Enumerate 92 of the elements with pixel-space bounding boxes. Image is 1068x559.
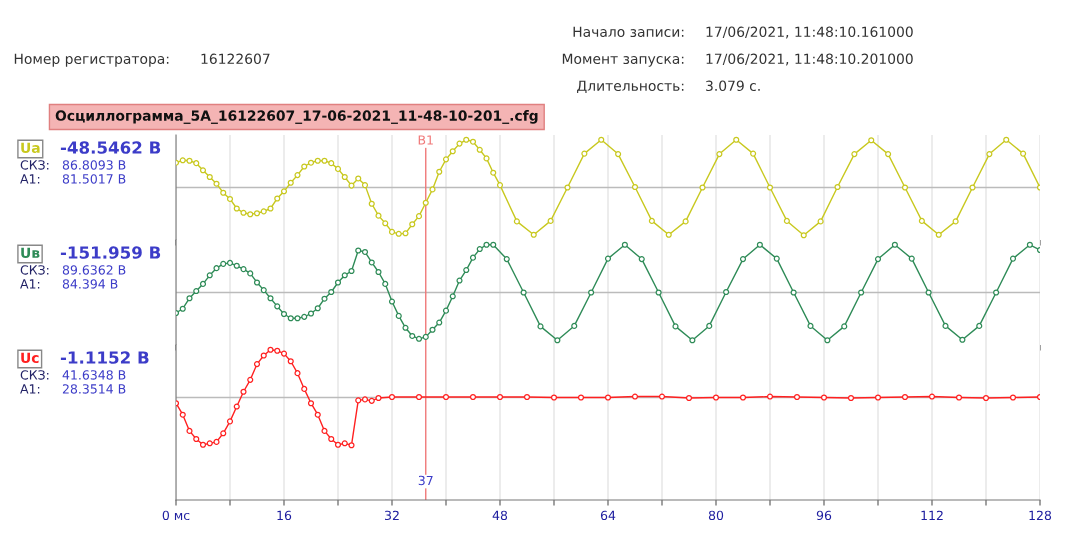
point	[314, 411, 321, 418]
text: -1.1152 В	[60, 351, 149, 364]
point	[658, 393, 666, 400]
point	[685, 394, 693, 402]
point	[496, 393, 504, 401]
point	[928, 393, 936, 400]
text: Осциллограмма_5А_16122607_17-06-2021_11-48-10-201_.cfg	[55, 110, 538, 124]
text: Ua	[21, 142, 40, 154]
ref-line-label: 37	[418, 475, 433, 486]
text: Uв	[21, 247, 40, 259]
x-tick-label: 32	[385, 510, 399, 521]
point	[577, 394, 585, 401]
point	[1009, 394, 1017, 401]
text: 17/06/2021, 11:48:10.161000	[706, 26, 913, 39]
point	[442, 393, 450, 401]
point	[415, 393, 423, 401]
point	[982, 394, 990, 402]
text: СКЗ:	[20, 370, 49, 380]
ref-line-label: В1	[418, 135, 433, 145]
point	[240, 388, 247, 395]
point	[213, 438, 220, 445]
point	[253, 361, 261, 368]
point	[294, 370, 301, 377]
point	[206, 440, 213, 447]
x-tick-label: 16	[277, 510, 292, 521]
text: -151.959 В	[60, 246, 161, 259]
text: 81.5017 В	[62, 174, 126, 184]
point	[341, 440, 348, 447]
point	[260, 352, 267, 359]
text: 86.8093 В	[62, 160, 126, 170]
text: 28.3514 В	[62, 384, 126, 394]
x-tick-label: 96	[816, 510, 832, 521]
text: Начало записи:	[573, 26, 684, 38]
point	[368, 397, 375, 404]
point	[280, 350, 288, 357]
x-tick-label: 128	[1029, 510, 1052, 521]
point	[375, 394, 382, 402]
point	[712, 394, 720, 401]
text: А1:	[20, 279, 40, 289]
point	[847, 394, 855, 402]
point	[220, 430, 227, 437]
text: -48.5462 В	[60, 141, 161, 154]
point	[307, 400, 315, 407]
point	[523, 393, 531, 401]
point	[793, 393, 801, 401]
text: А1:	[20, 384, 40, 394]
text: 3.079 с.	[706, 80, 760, 92]
point	[388, 393, 396, 401]
text: А1:	[20, 174, 40, 184]
x-tick-label: 64	[600, 510, 616, 521]
point	[193, 435, 200, 443]
text: Uc	[21, 352, 39, 364]
text: СКЗ:	[20, 160, 49, 170]
x-tick-label: 48	[492, 510, 508, 521]
text: 41.6348 В	[62, 370, 126, 380]
text: Момент запуска:	[562, 53, 684, 67]
point	[604, 394, 612, 401]
point	[874, 394, 882, 401]
point	[186, 427, 193, 434]
point	[199, 441, 207, 448]
point	[301, 385, 308, 392]
text: СКЗ:	[20, 265, 49, 275]
point	[179, 411, 186, 418]
point	[321, 427, 328, 434]
point	[348, 442, 355, 449]
point	[355, 397, 362, 404]
point	[469, 393, 477, 401]
text: Длительность:	[577, 80, 684, 94]
text: 89.6362 В	[62, 265, 126, 275]
point	[361, 396, 369, 403]
text: Номер регистратора:	[14, 53, 169, 67]
point	[233, 403, 240, 410]
point	[631, 393, 639, 400]
point	[766, 393, 774, 400]
point	[550, 394, 558, 401]
point	[334, 441, 342, 448]
point	[274, 347, 281, 354]
text: 84.394 В	[62, 279, 118, 289]
x-tick-label: 80	[708, 510, 724, 521]
x-tick-label: 0 мс	[162, 510, 190, 521]
point	[267, 346, 274, 353]
point	[328, 435, 335, 443]
point	[955, 394, 963, 401]
point	[226, 418, 234, 425]
text: 16122607	[201, 53, 270, 65]
point	[901, 393, 909, 401]
text: 17/06/2021, 11:48:10.201000	[706, 53, 913, 66]
point	[820, 394, 828, 401]
point	[287, 358, 294, 365]
x-tick-label: 112	[921, 510, 943, 520]
point	[739, 394, 747, 401]
point	[247, 376, 254, 383]
